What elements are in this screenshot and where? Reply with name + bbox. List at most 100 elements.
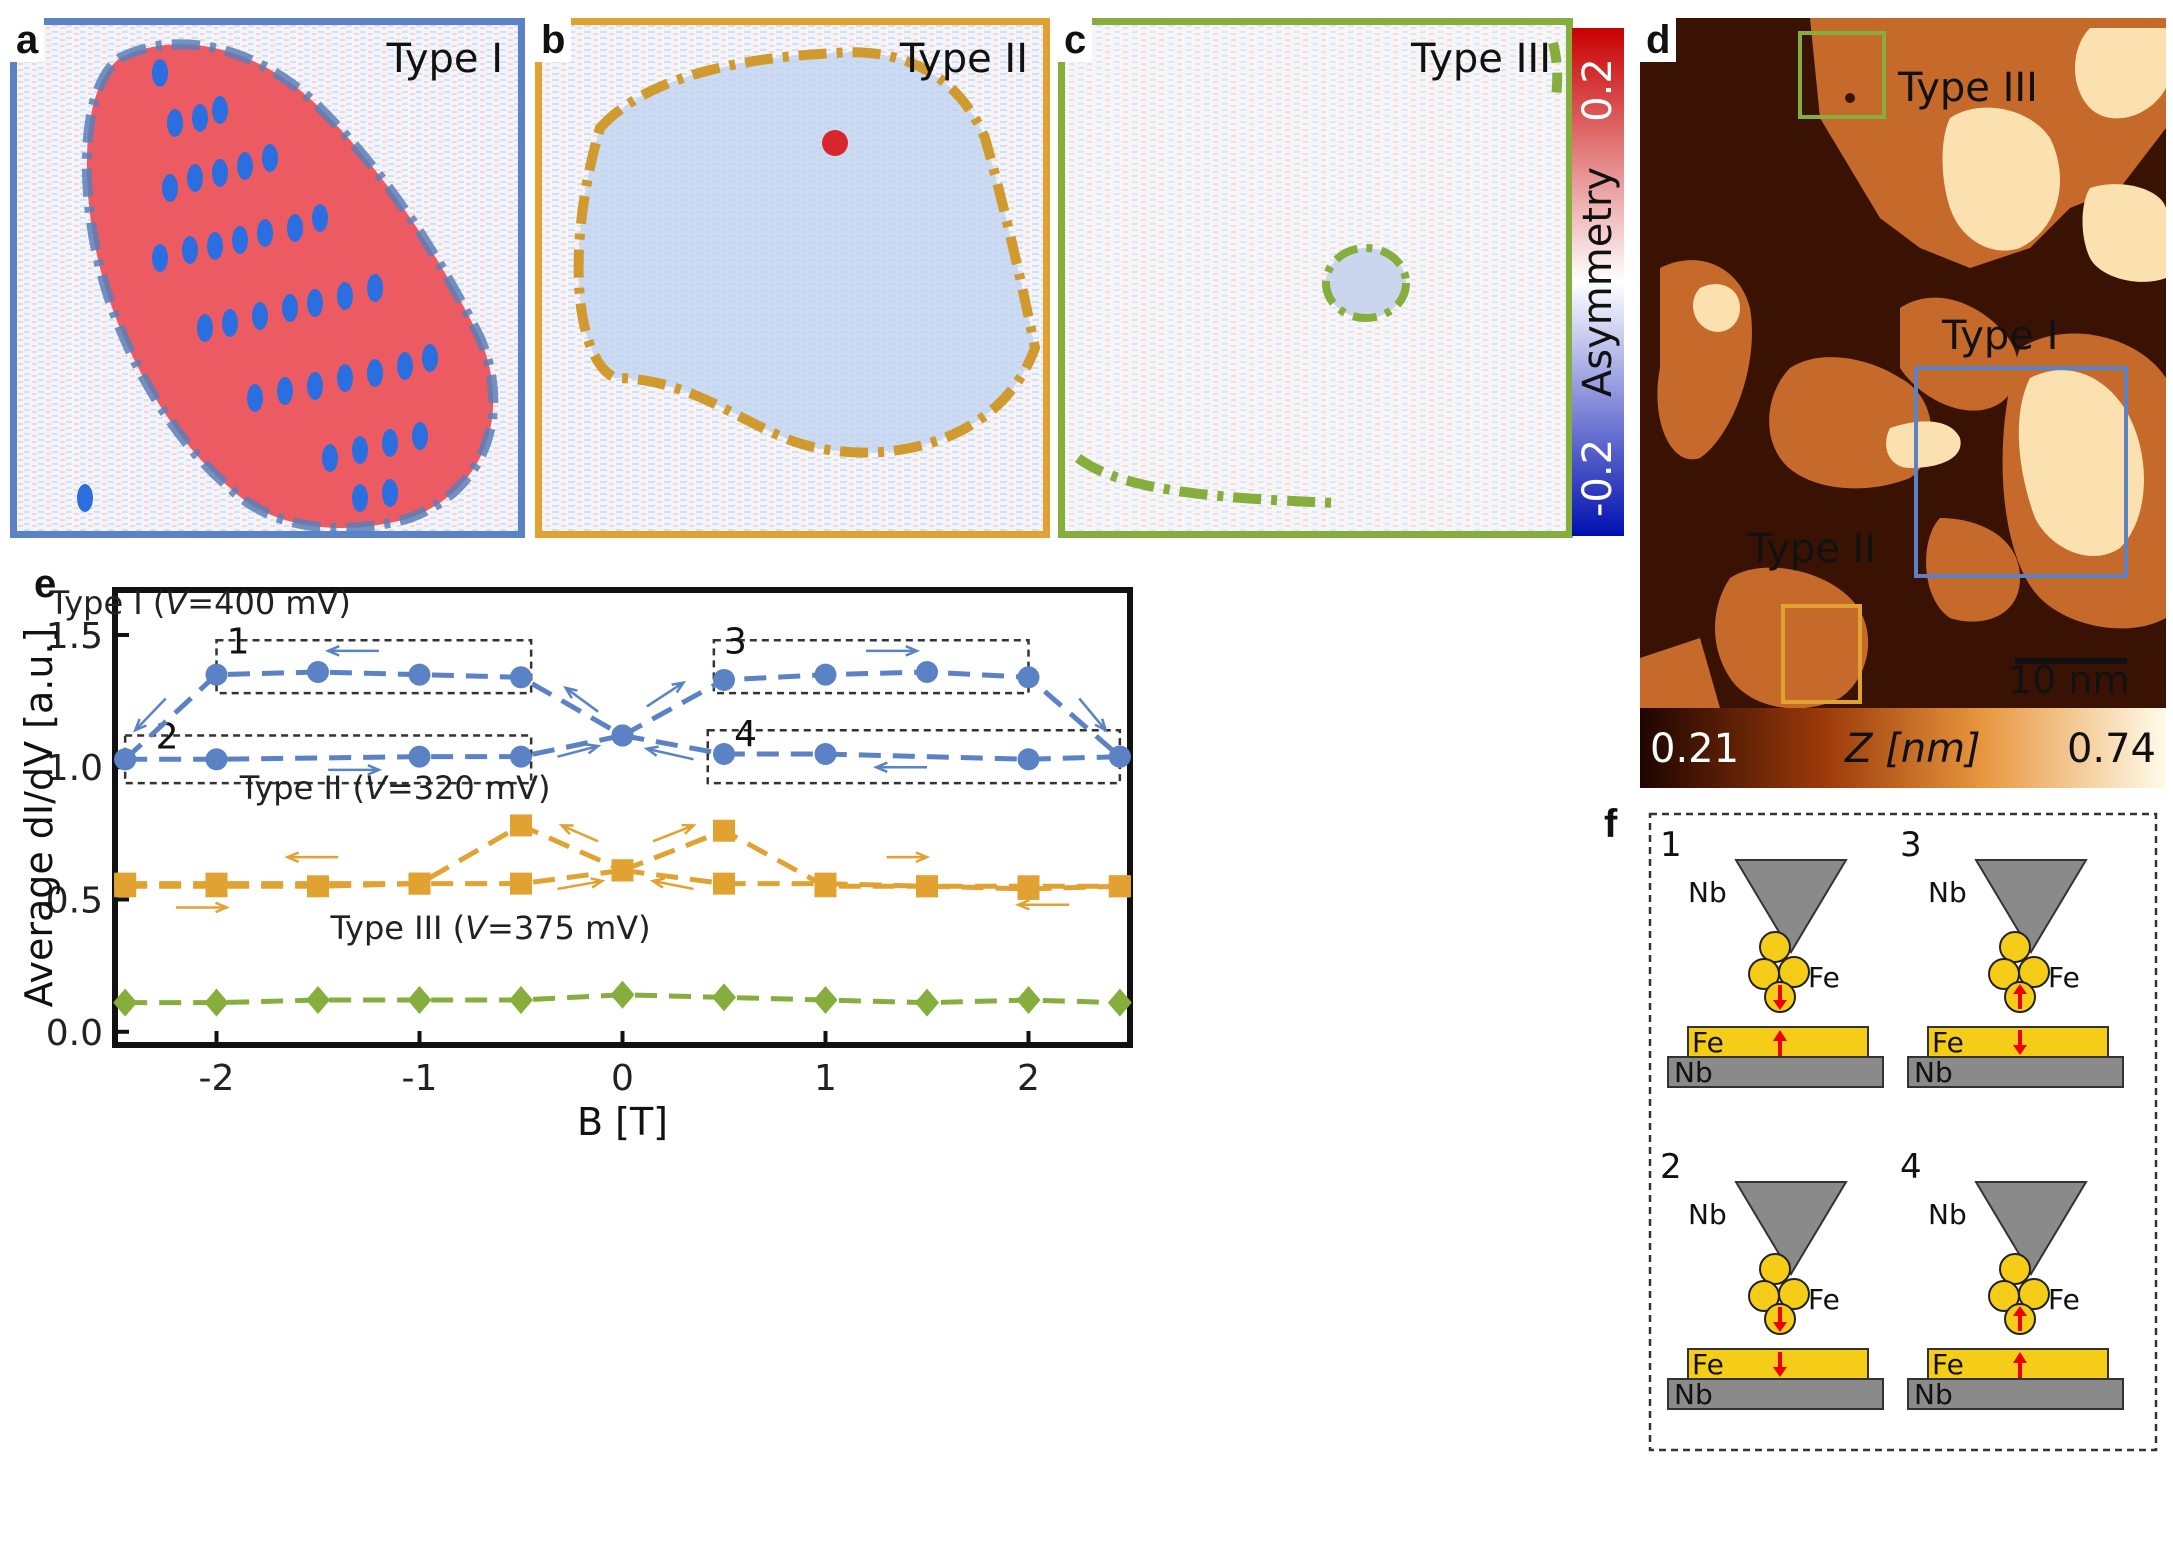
data-point: [814, 663, 837, 686]
data-point: [611, 724, 634, 747]
data-point: [1108, 745, 1131, 768]
fe-atom: [2018, 1278, 2050, 1310]
data-point: [114, 872, 137, 895]
x-tick-label: -1: [402, 1058, 438, 1099]
schematic-frame: [1648, 812, 2158, 1452]
fe-atom: [1778, 956, 1810, 988]
data-point: [712, 983, 736, 1012]
type1-box: [1914, 366, 2128, 578]
data-point: [205, 872, 228, 895]
panel-title: Type II: [899, 36, 1028, 82]
nb-substrate: [1907, 1056, 2124, 1088]
type2-box: [1781, 604, 1862, 704]
data-point: [611, 859, 634, 882]
direction-arrowhead: [586, 743, 602, 755]
data-point: [204, 988, 229, 1017]
panel-c: c Type III: [1057, 17, 1574, 539]
tip-cone: [1734, 859, 1848, 954]
substrate-label: Nb: [1914, 1378, 1953, 1411]
data-point: [113, 988, 138, 1017]
direction-arrowhead: [649, 877, 665, 889]
series-line: [125, 867, 623, 887]
direction-arrow: [652, 879, 694, 891]
data-point: [916, 661, 938, 684]
x-tick-label: -2: [199, 1058, 235, 1099]
direction-arrowhead: [1094, 718, 1108, 733]
direction-arrowhead: [671, 680, 687, 694]
data-point: [307, 875, 329, 898]
direction-arrow: [561, 824, 599, 843]
tip-spin-arrowhead: [1773, 1000, 1787, 1010]
state-number: 2: [1660, 1147, 1682, 1187]
atom-label: Fe: [1808, 961, 1840, 994]
direction-arrowhead: [590, 877, 606, 889]
tip-spin-arrowhead: [1773, 1322, 1787, 1332]
data-point: [307, 661, 329, 684]
data-point: [916, 875, 938, 898]
direction-arrow: [646, 681, 685, 708]
data-point: [408, 872, 431, 895]
data-point: [915, 988, 939, 1017]
series-line: [123, 669, 624, 762]
tip-label: Nb: [1928, 1198, 1967, 1231]
data-point: [205, 748, 228, 771]
plot-frame: [112, 587, 1133, 1048]
data-point: [813, 986, 838, 1015]
data-point: [1108, 875, 1131, 898]
atom-label: Fe: [2048, 1283, 2080, 1316]
direction-arrowhead: [133, 718, 147, 733]
direction-arrowhead: [215, 901, 230, 914]
series-line: [622, 733, 1120, 762]
panel-a-map: [9, 17, 526, 539]
fe-atom: [1999, 1253, 2031, 1285]
colorbar-max: 0.2: [1575, 58, 1621, 122]
film-label: Fe: [1932, 1348, 1964, 1381]
scalebar-label: 10 nm: [2008, 658, 2130, 702]
tip-cone: [1974, 859, 2088, 954]
panel-letter: b: [535, 18, 572, 62]
nb-substrate: [1667, 1056, 1884, 1088]
data-point: [510, 872, 532, 895]
type1-island: [86, 44, 494, 528]
film-label: Fe: [1692, 1348, 1724, 1381]
asymmetry-colorbar: 0.2 Asymmetry -0.2: [1572, 28, 1624, 536]
data-point: [510, 666, 532, 689]
panel-b-map: [534, 17, 1051, 539]
height-colorbar: 0.21 Z [nm] 0.74: [1640, 708, 2166, 788]
series-label: Type II (V=320 mV): [239, 769, 551, 807]
panel-c-map: [1057, 17, 1574, 539]
panel-title: Type I: [386, 36, 503, 82]
panel-letter-e: e: [28, 562, 63, 606]
film-label: Fe: [1692, 1026, 1724, 1059]
data-point: [1017, 748, 1040, 771]
tip-label: Nb: [1928, 876, 1967, 909]
substrate-label: Nb: [1674, 1378, 1713, 1411]
data-point: [1107, 988, 1132, 1017]
direction-arrowhead: [284, 851, 300, 864]
fe-atom: [1759, 931, 1791, 963]
panel-letter: a: [10, 18, 45, 62]
tip-cone: [1734, 1181, 1848, 1276]
data-point: [814, 743, 837, 766]
panel-title: Type III: [1411, 36, 1551, 82]
film-spin-arrowhead: [2013, 1352, 2027, 1363]
direction-arrow: [557, 744, 599, 758]
substrate-label: Nb: [1914, 1056, 1953, 1089]
series-line: [622, 867, 1120, 892]
panel-d-topography: [1640, 18, 2166, 709]
tip-spin-arrowhead: [2013, 1306, 2027, 1316]
direction-arrowhead: [558, 824, 574, 835]
tip-label: Nb: [1688, 1198, 1727, 1231]
substrate-label: Nb: [1674, 1056, 1713, 1089]
atom-label: Fe: [1808, 1283, 1840, 1316]
panel-letter: c: [1058, 18, 1093, 62]
x-tick-label: 0: [611, 1058, 634, 1099]
direction-arrowhead: [324, 645, 340, 657]
state-number: 1: [1660, 825, 1682, 865]
box-label-type1: Type I: [1942, 313, 2059, 359]
data-point: [408, 745, 431, 768]
film-spin-arrowhead: [1773, 1030, 1787, 1041]
